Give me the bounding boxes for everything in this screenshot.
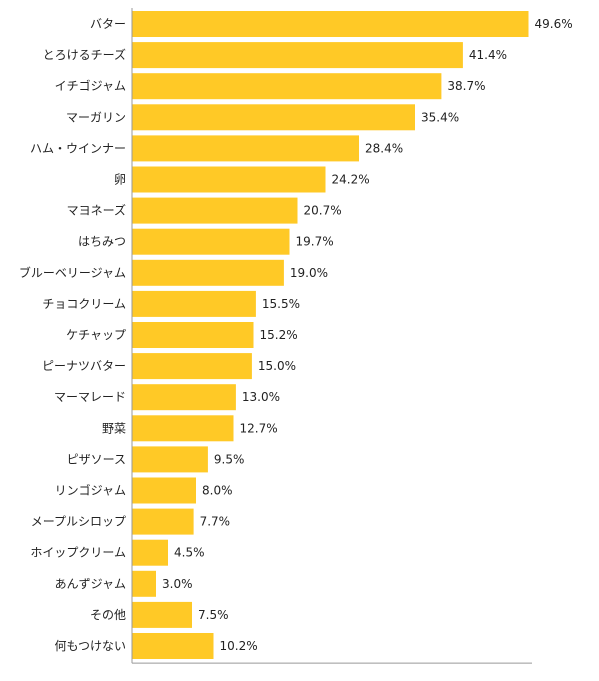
value-label-9: 15.5% <box>262 297 300 311</box>
value-label-8: 19.0% <box>290 266 328 280</box>
bar-6 <box>132 197 298 224</box>
category-label-9: チョコクリーム <box>42 297 126 311</box>
category-label-15: リンゴジャム <box>55 483 126 498</box>
bar-7 <box>132 228 290 255</box>
category-label-10: ケチャップ <box>66 328 126 342</box>
bar-3 <box>132 104 415 131</box>
bar-0 <box>132 11 529 37</box>
bar-13 <box>132 415 234 442</box>
category-label-12: マーマレード <box>54 390 126 404</box>
value-labels-group: 49.6% 41.4% 38.7% 35.4% 28.4% 24.2% 20.7% 19.7%… <box>162 17 573 653</box>
value-label-18: 3.0% <box>162 577 193 591</box>
category-label-2: イチゴジャム <box>55 78 126 93</box>
bar-18 <box>132 570 156 597</box>
category-label-18: あんずジャム <box>55 577 126 591</box>
bar-2 <box>132 73 442 100</box>
bar-4 <box>132 135 359 162</box>
value-label-2: 38.7% <box>447 79 485 93</box>
value-label-12: 13.0% <box>242 390 280 404</box>
value-label-15: 8.0% <box>202 484 233 498</box>
category-label-4: ハム・ウインナー <box>30 141 126 155</box>
value-label-1: 41.4% <box>469 48 507 62</box>
value-label-16: 7.7% <box>200 515 231 529</box>
bar-16 <box>132 508 194 535</box>
value-label-10: 15.2% <box>260 328 298 342</box>
value-label-0: 49.6% <box>535 17 573 31</box>
category-label-3: マーガリン <box>66 110 126 124</box>
bar-1 <box>132 42 463 69</box>
category-label-17: ホイップクリーム <box>30 546 126 560</box>
category-label-5: 卵 <box>114 173 126 187</box>
category-label-8: ブルーベリージャム <box>19 265 126 280</box>
bars-group <box>132 11 529 659</box>
category-label-13: 野菜 <box>102 421 126 435</box>
value-label-4: 28.4% <box>365 141 403 155</box>
category-label-14: ピザソース <box>67 452 126 466</box>
bar-9 <box>132 290 256 317</box>
category-labels-group: バターとろけるチーズイチゴジャムマーガリンハム・ウインナー卵マヨネーズはちみつブ… <box>19 17 126 653</box>
value-label-17: 4.5% <box>174 546 205 560</box>
value-label-14: 9.5% <box>214 452 245 466</box>
value-label-19: 7.5% <box>198 608 229 622</box>
bar-12 <box>132 384 236 411</box>
category-label-1: とろけるチーズ <box>43 47 126 62</box>
bar-14 <box>132 446 208 473</box>
bar-17 <box>132 539 168 566</box>
value-label-7: 19.7% <box>296 235 334 249</box>
category-label-0: バター <box>90 17 126 31</box>
category-label-11: ピーナツバター <box>42 359 126 373</box>
value-label-11: 15.0% <box>258 359 296 373</box>
value-label-3: 35.4% <box>421 110 459 124</box>
category-label-6: マヨネーズ <box>67 203 126 218</box>
bar-11 <box>132 353 252 380</box>
value-label-6: 20.7% <box>304 204 342 218</box>
bar-19 <box>132 601 192 628</box>
category-label-16: メープルシロップ <box>31 515 126 529</box>
bar-20 <box>132 633 214 659</box>
category-label-20: 何もつけない <box>54 639 126 653</box>
value-label-13: 12.7% <box>240 421 278 435</box>
bar-8 <box>132 259 284 286</box>
bar-15 <box>132 477 196 504</box>
category-label-7: はちみつ <box>78 235 126 249</box>
category-label-19: その他 <box>90 608 126 622</box>
value-label-20: 10.2% <box>220 639 258 653</box>
bar-5 <box>132 166 326 193</box>
bar-10 <box>132 322 254 348</box>
value-label-5: 24.2% <box>332 173 370 187</box>
